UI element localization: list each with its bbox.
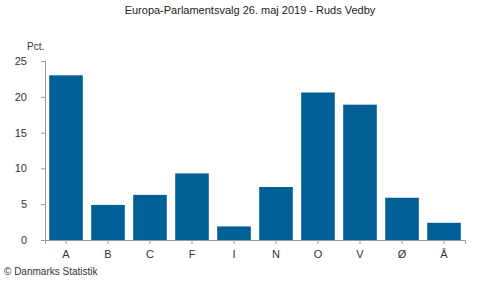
bar bbox=[49, 75, 83, 240]
y-tick: 20 bbox=[15, 91, 45, 103]
x-tick-label: V bbox=[356, 248, 364, 260]
y-label: Pct. bbox=[27, 41, 44, 52]
x-tick-label: Å bbox=[440, 248, 448, 260]
x-tick-mark bbox=[360, 240, 361, 244]
bar bbox=[91, 205, 125, 240]
x-tick: Ø bbox=[398, 240, 407, 260]
bar bbox=[175, 173, 209, 240]
y-tick-label: 10 bbox=[15, 162, 27, 174]
y-tick-mark bbox=[41, 204, 45, 205]
bar bbox=[133, 195, 167, 240]
x-axis: ABCFINOVØÅ bbox=[46, 240, 466, 260]
x-tick-label: B bbox=[104, 248, 111, 260]
x-tick-mark bbox=[66, 240, 67, 244]
y-tick-label: 25 bbox=[15, 55, 27, 67]
y-tick: 5 bbox=[21, 198, 45, 210]
x-axis-line bbox=[46, 241, 466, 245]
x-tick: C bbox=[146, 240, 154, 260]
source: © Danmarks Statistik bbox=[4, 266, 99, 277]
x-tick: I bbox=[232, 240, 235, 260]
x-tick: B bbox=[104, 240, 111, 260]
y-tick-mark bbox=[41, 168, 45, 169]
x-tick-label: A bbox=[62, 248, 70, 260]
x-tick: N bbox=[272, 240, 280, 260]
y-tick: 10 bbox=[15, 162, 45, 174]
x-tick-mark bbox=[276, 240, 277, 244]
bar bbox=[217, 226, 251, 240]
bar bbox=[301, 93, 335, 240]
x-tick-mark bbox=[192, 240, 193, 244]
y-tick: 0 bbox=[21, 234, 45, 246]
bar bbox=[259, 187, 293, 240]
x-tick-mark bbox=[444, 240, 445, 244]
y-tick-label: 20 bbox=[15, 91, 27, 103]
y-axis: 0 5 10 15 20 25 bbox=[15, 55, 46, 246]
x-tick-mark bbox=[108, 240, 109, 244]
y-tick: 15 bbox=[15, 127, 45, 139]
x-tick-mark bbox=[150, 240, 151, 244]
x-tick-label: N bbox=[272, 248, 280, 260]
x-tick: A bbox=[62, 240, 70, 260]
y-tick-label: 0 bbox=[21, 234, 27, 246]
x-tick: V bbox=[356, 240, 364, 260]
bar bbox=[385, 198, 419, 240]
y-tick-mark bbox=[41, 61, 45, 62]
x-tick-mark bbox=[234, 240, 235, 244]
bars bbox=[49, 75, 461, 240]
y-tick-mark bbox=[41, 240, 45, 241]
x-tick-mark bbox=[318, 240, 319, 244]
y-tick-label: 5 bbox=[21, 198, 27, 210]
title: Europa-Parlamentsvalg 26. maj 2019 - Rud… bbox=[125, 4, 376, 16]
x-tick-label: I bbox=[232, 248, 235, 260]
x-tick-label: F bbox=[189, 248, 196, 260]
x-tick-mark bbox=[402, 240, 403, 244]
y-tick-label: 15 bbox=[15, 127, 27, 139]
y-axis-line bbox=[41, 62, 46, 241]
bar bbox=[427, 223, 461, 240]
bar bbox=[343, 105, 377, 240]
x-tick-label: C bbox=[146, 248, 154, 260]
x-tick: O bbox=[314, 240, 323, 260]
chart: Europa-Parlamentsvalg 26. maj 2019 - Rud… bbox=[0, 0, 500, 282]
y-tick-mark bbox=[41, 133, 45, 134]
y-tick-mark bbox=[41, 97, 45, 98]
x-tick-label: Ø bbox=[398, 248, 407, 260]
y-tick: 25 bbox=[15, 55, 45, 67]
x-tick: Å bbox=[440, 240, 448, 260]
x-tick-label: O bbox=[314, 248, 323, 260]
x-tick: F bbox=[189, 240, 196, 260]
